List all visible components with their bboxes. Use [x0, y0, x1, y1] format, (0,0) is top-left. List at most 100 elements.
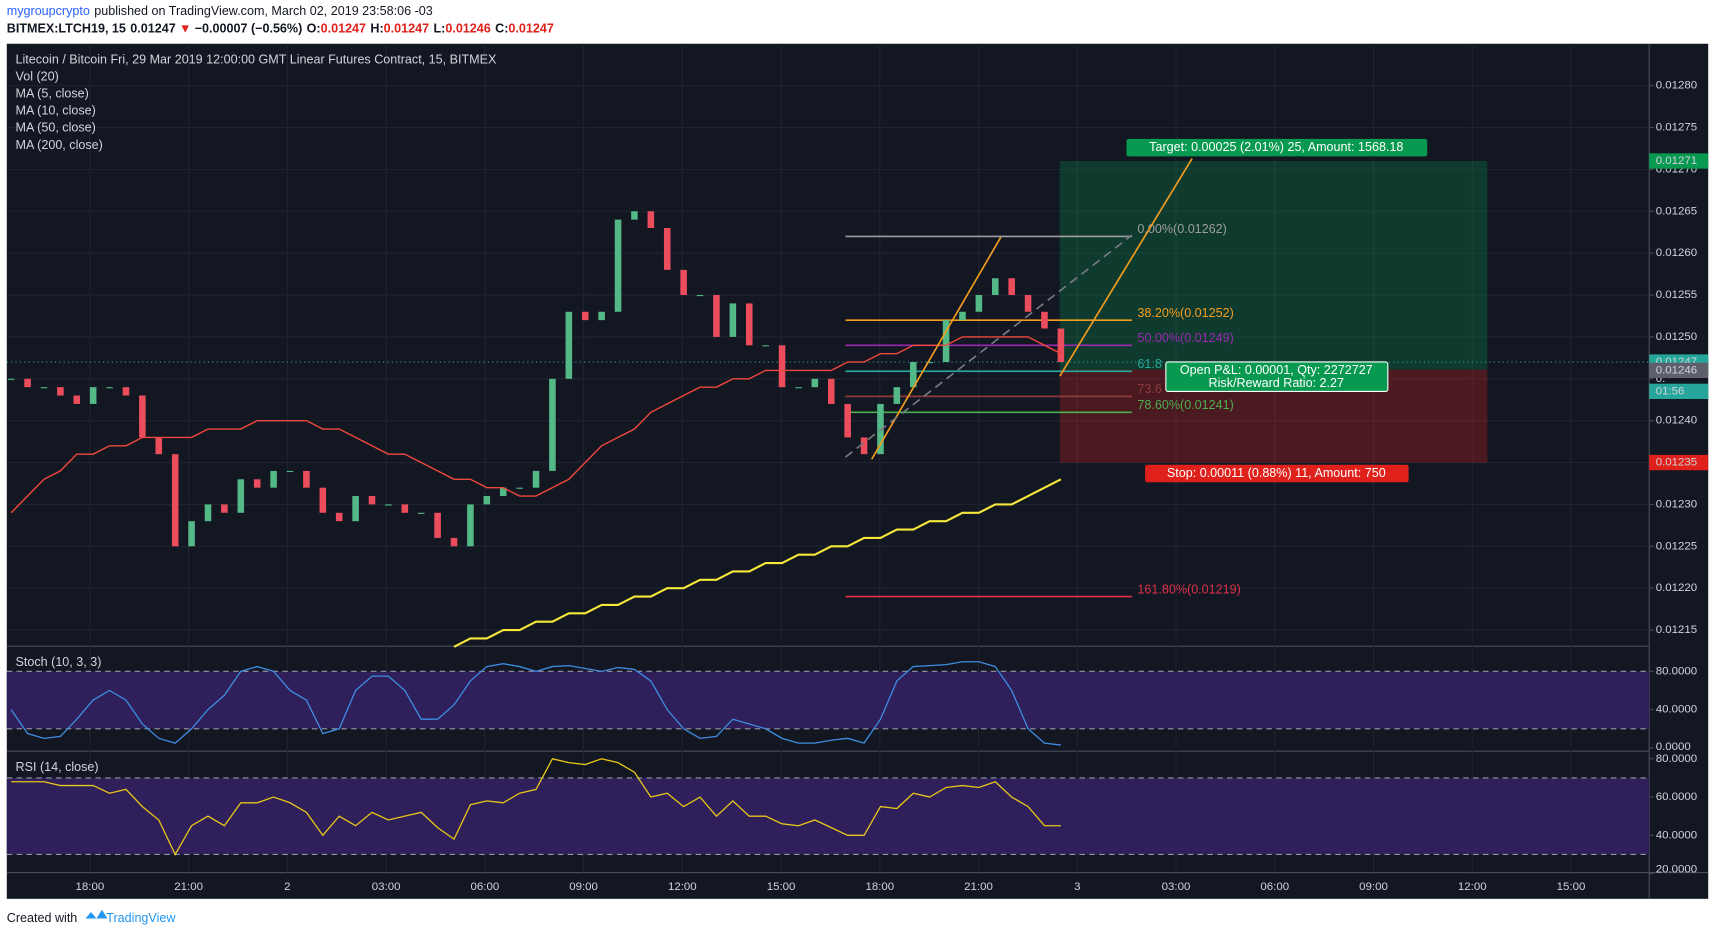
stop-label: Stop: 0.00011 (0.88%) 11, Amount: 750 — [1167, 466, 1386, 480]
candle — [253, 479, 261, 488]
fib-label: 50.00%(0.01249) — [1137, 331, 1233, 345]
band — [6, 671, 1650, 729]
header-line: mygroupcrypto published on TradingView.co… — [7, 4, 433, 18]
candle — [417, 512, 425, 514]
candle — [663, 228, 671, 270]
symbol: BITMEX:LTCH19, 15 — [7, 22, 126, 36]
y-tick-label: 0.01220 — [1656, 582, 1697, 594]
legend-item: MA (200, close) — [16, 138, 103, 152]
x-tick-label: 21:00 — [174, 881, 203, 893]
published: published on TradingView.com, March 02, … — [94, 4, 432, 18]
y-tick-label: 0.01225 — [1656, 540, 1697, 552]
x-tick-label: 03:00 — [372, 881, 401, 893]
candle — [319, 487, 327, 513]
x-tick-label: 15:00 — [1557, 881, 1586, 893]
candle — [434, 512, 441, 538]
author[interactable]: mygroupcrypto — [7, 4, 90, 18]
candle — [237, 479, 245, 513]
price-tag — [1649, 362, 1709, 379]
candle — [581, 311, 589, 321]
candle — [795, 387, 802, 389]
y-tick-label: 40.0000 — [1656, 829, 1697, 841]
osc-line — [10, 661, 1061, 746]
candle — [762, 345, 769, 347]
pattern-line — [871, 236, 1002, 460]
symbol-line: BITMEX:LTCH19, 15 0.01247 ▼ −0.00007 (−0.56… — [7, 22, 554, 36]
ohlc-value: 0.01247 — [508, 22, 553, 36]
footer-created: Created with — [7, 911, 78, 925]
y-tick-label: 0.01230 — [1656, 498, 1697, 510]
fib-label: 38.20%(0.01252) — [1137, 306, 1233, 320]
fib-label: 161.80%(0.01219) — [1137, 582, 1240, 596]
ohlc-key: O: — [307, 22, 321, 36]
y-tick-label: 0.01240 — [1656, 415, 1697, 427]
x-tick-label: 03:00 — [1162, 881, 1191, 893]
candle — [778, 345, 786, 388]
candle — [549, 378, 556, 471]
candle — [335, 512, 343, 522]
y-tick-label: 0. — [1656, 373, 1666, 385]
candle — [171, 454, 179, 547]
candle — [827, 378, 835, 404]
x-tick-label: 12:00 — [1458, 881, 1487, 893]
candle — [467, 504, 474, 547]
candle — [24, 378, 31, 388]
legend-item: Litecoin / Bitcoin Fri, 29 Mar 2019 12:0… — [16, 52, 497, 66]
candle — [188, 521, 195, 547]
y-tick-label: 0.01215 — [1656, 624, 1697, 636]
candle — [713, 295, 720, 337]
candle — [106, 387, 113, 389]
osc-line — [11, 758, 1061, 856]
target-box — [1126, 138, 1428, 157]
last: 0.01247 — [130, 22, 175, 36]
candle — [680, 269, 687, 296]
candle — [7, 378, 15, 380]
x-tick-label: 06:00 — [1260, 881, 1289, 893]
candle — [532, 470, 540, 488]
stop-box — [1145, 464, 1409, 483]
candle — [401, 504, 409, 513]
price-tag-label: 0.01271 — [1656, 155, 1697, 167]
pane-title: RSI (14, close) — [16, 760, 99, 774]
ma-line — [10, 336, 1062, 514]
candle — [1057, 328, 1065, 363]
ma-line — [453, 478, 1062, 648]
x-tick-label: 21:00 — [964, 881, 993, 893]
candle — [959, 311, 966, 321]
ohlc-key: H: — [370, 22, 383, 36]
candle — [614, 219, 622, 312]
x-tick-label: 12:00 — [668, 881, 697, 893]
ohlc-value: 0.01247 — [384, 22, 429, 36]
band — [6, 777, 1650, 855]
x-tick-label: 09:00 — [1359, 881, 1388, 893]
price-tag-label: 01:56 — [1656, 385, 1685, 397]
candle — [991, 278, 999, 296]
candle — [696, 295, 704, 297]
projection-line — [1059, 158, 1193, 377]
candle — [499, 487, 507, 497]
candle — [450, 537, 458, 547]
candle — [40, 387, 48, 389]
candle — [860, 437, 868, 455]
candle — [303, 470, 310, 488]
price-tag — [1649, 383, 1709, 399]
candle — [893, 387, 901, 404]
candle — [811, 378, 819, 388]
y-tick-label: 0.01275 — [1656, 122, 1697, 134]
x-tick-label: 2 — [284, 881, 290, 893]
candle — [1024, 295, 1032, 312]
y-tick-label: 0.01265 — [1656, 205, 1697, 217]
footer-brand[interactable]: TradingView — [106, 911, 176, 925]
target-zone — [1059, 161, 1488, 370]
legend-item: MA (5, close) — [16, 87, 89, 101]
ohlc-value: 0.01246 — [445, 22, 490, 36]
x-tick-label: 06:00 — [470, 881, 499, 893]
dashed-line — [844, 234, 1133, 458]
y-tick-label: 0.01250 — [1656, 331, 1697, 343]
y-tick-label: 60.0000 — [1656, 791, 1697, 803]
fib-label: 78.60%(0.01241) — [1137, 398, 1233, 412]
price-tag-label: 0.01235 — [1656, 457, 1697, 469]
arrow: ▼ — [179, 22, 191, 36]
candle — [221, 504, 228, 513]
pnl-label: Open P&L: 0.00001, Qty: 2272727 — [1180, 363, 1373, 377]
